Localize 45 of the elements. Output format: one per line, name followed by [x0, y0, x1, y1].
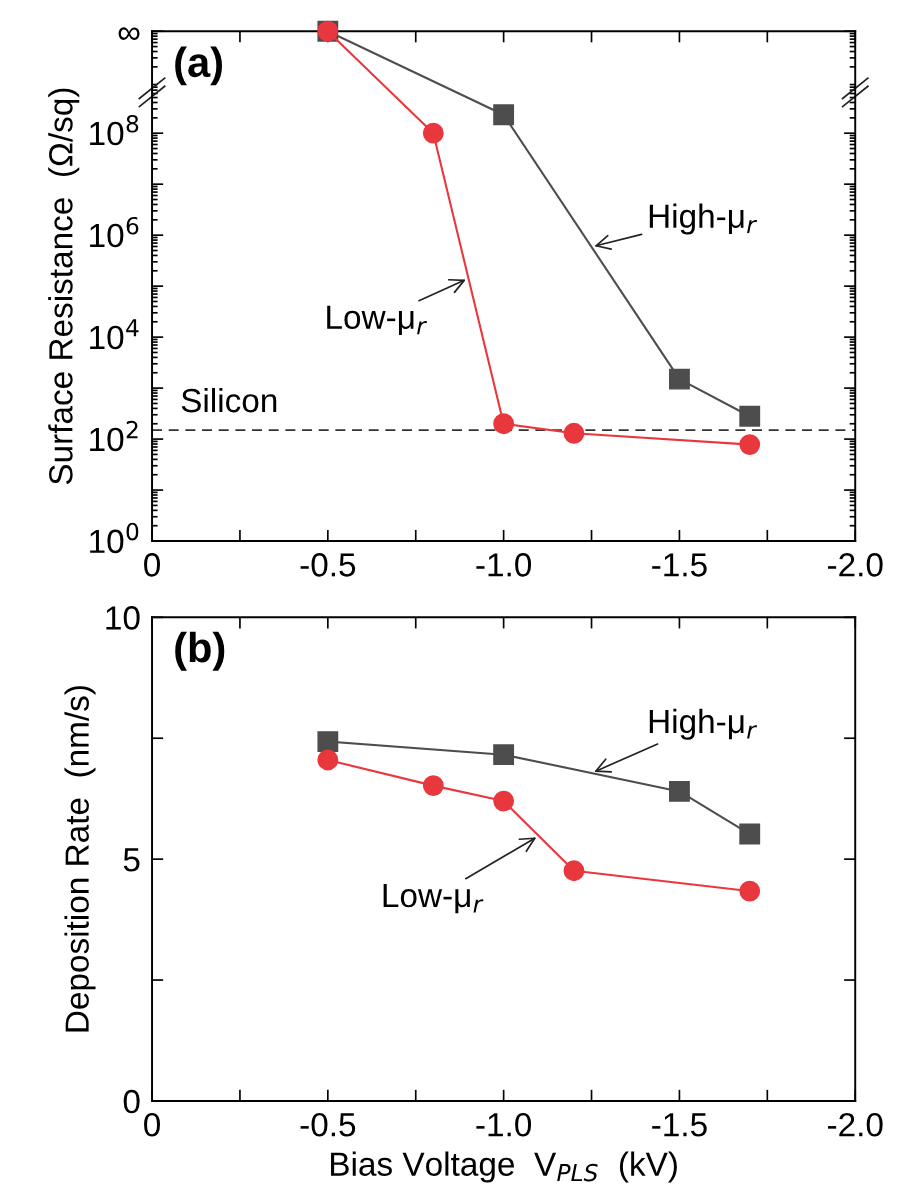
chart-title: (b): [175, 631, 225, 671]
y-axis-title: Surface Resistance (Ω/sq): [48, 88, 80, 485]
text: Low-μ$_{r}$: [383, 884, 484, 914]
y-tick-label: 10: [106, 606, 140, 630]
point: [669, 781, 690, 802]
ref-line-label: Silicon: [181, 387, 277, 413]
x-tick-label: -0.5: [300, 553, 356, 577]
y-tick-label: 10$^{8}$: [90, 114, 139, 146]
x-tick-label: -2.0: [827, 1112, 883, 1137]
x-tick-label: -1.0: [476, 553, 532, 577]
x-tick-label: -2.0: [827, 553, 883, 577]
point: [317, 749, 339, 771]
point: [739, 823, 761, 845]
y-tick-label: 0: [123, 1089, 140, 1114]
point: [739, 405, 761, 427]
x-tick-label: -1.5: [652, 1113, 707, 1137]
y-tick-label: 10$^{6}$: [90, 216, 139, 248]
point: [422, 775, 444, 797]
point: [493, 104, 515, 126]
y-axis-title: Deposition Rate (nm/s): [64, 686, 96, 1032]
x-tick-label: -1.5: [652, 553, 707, 577]
y-tick-label: 10$^{4}$: [90, 319, 139, 350]
series-label: High-μ$_{r}$: [649, 203, 758, 235]
point: [493, 744, 515, 766]
y-tick-label: ∞: [118, 27, 140, 40]
x-tick-label: -1.0: [476, 1112, 532, 1137]
x-tick-label: 0: [144, 1112, 161, 1137]
x-tick-label: 0: [144, 553, 161, 577]
x-axis-title: Bias Voltage V$_{PLS}$ (kV): [331, 1151, 677, 1183]
point: [669, 368, 690, 390]
point: [493, 413, 515, 435]
x-tick-label: -0.5: [300, 1112, 356, 1137]
series-label: High-μ$_{r}$: [649, 708, 758, 740]
point: [739, 880, 761, 902]
point: [563, 860, 585, 882]
y-tick-label: 10$^{0}$: [90, 522, 139, 554]
point: [317, 731, 339, 753]
point: [563, 422, 585, 444]
point: [422, 122, 444, 144]
chart-title: (a): [175, 46, 222, 86]
y-tick-label: 5: [123, 848, 140, 872]
y-tick-label: 10$^{2}$: [90, 420, 138, 452]
series-label: Low-μ$_{r}$: [327, 305, 428, 336]
point: [493, 790, 515, 812]
point: [739, 434, 761, 456]
